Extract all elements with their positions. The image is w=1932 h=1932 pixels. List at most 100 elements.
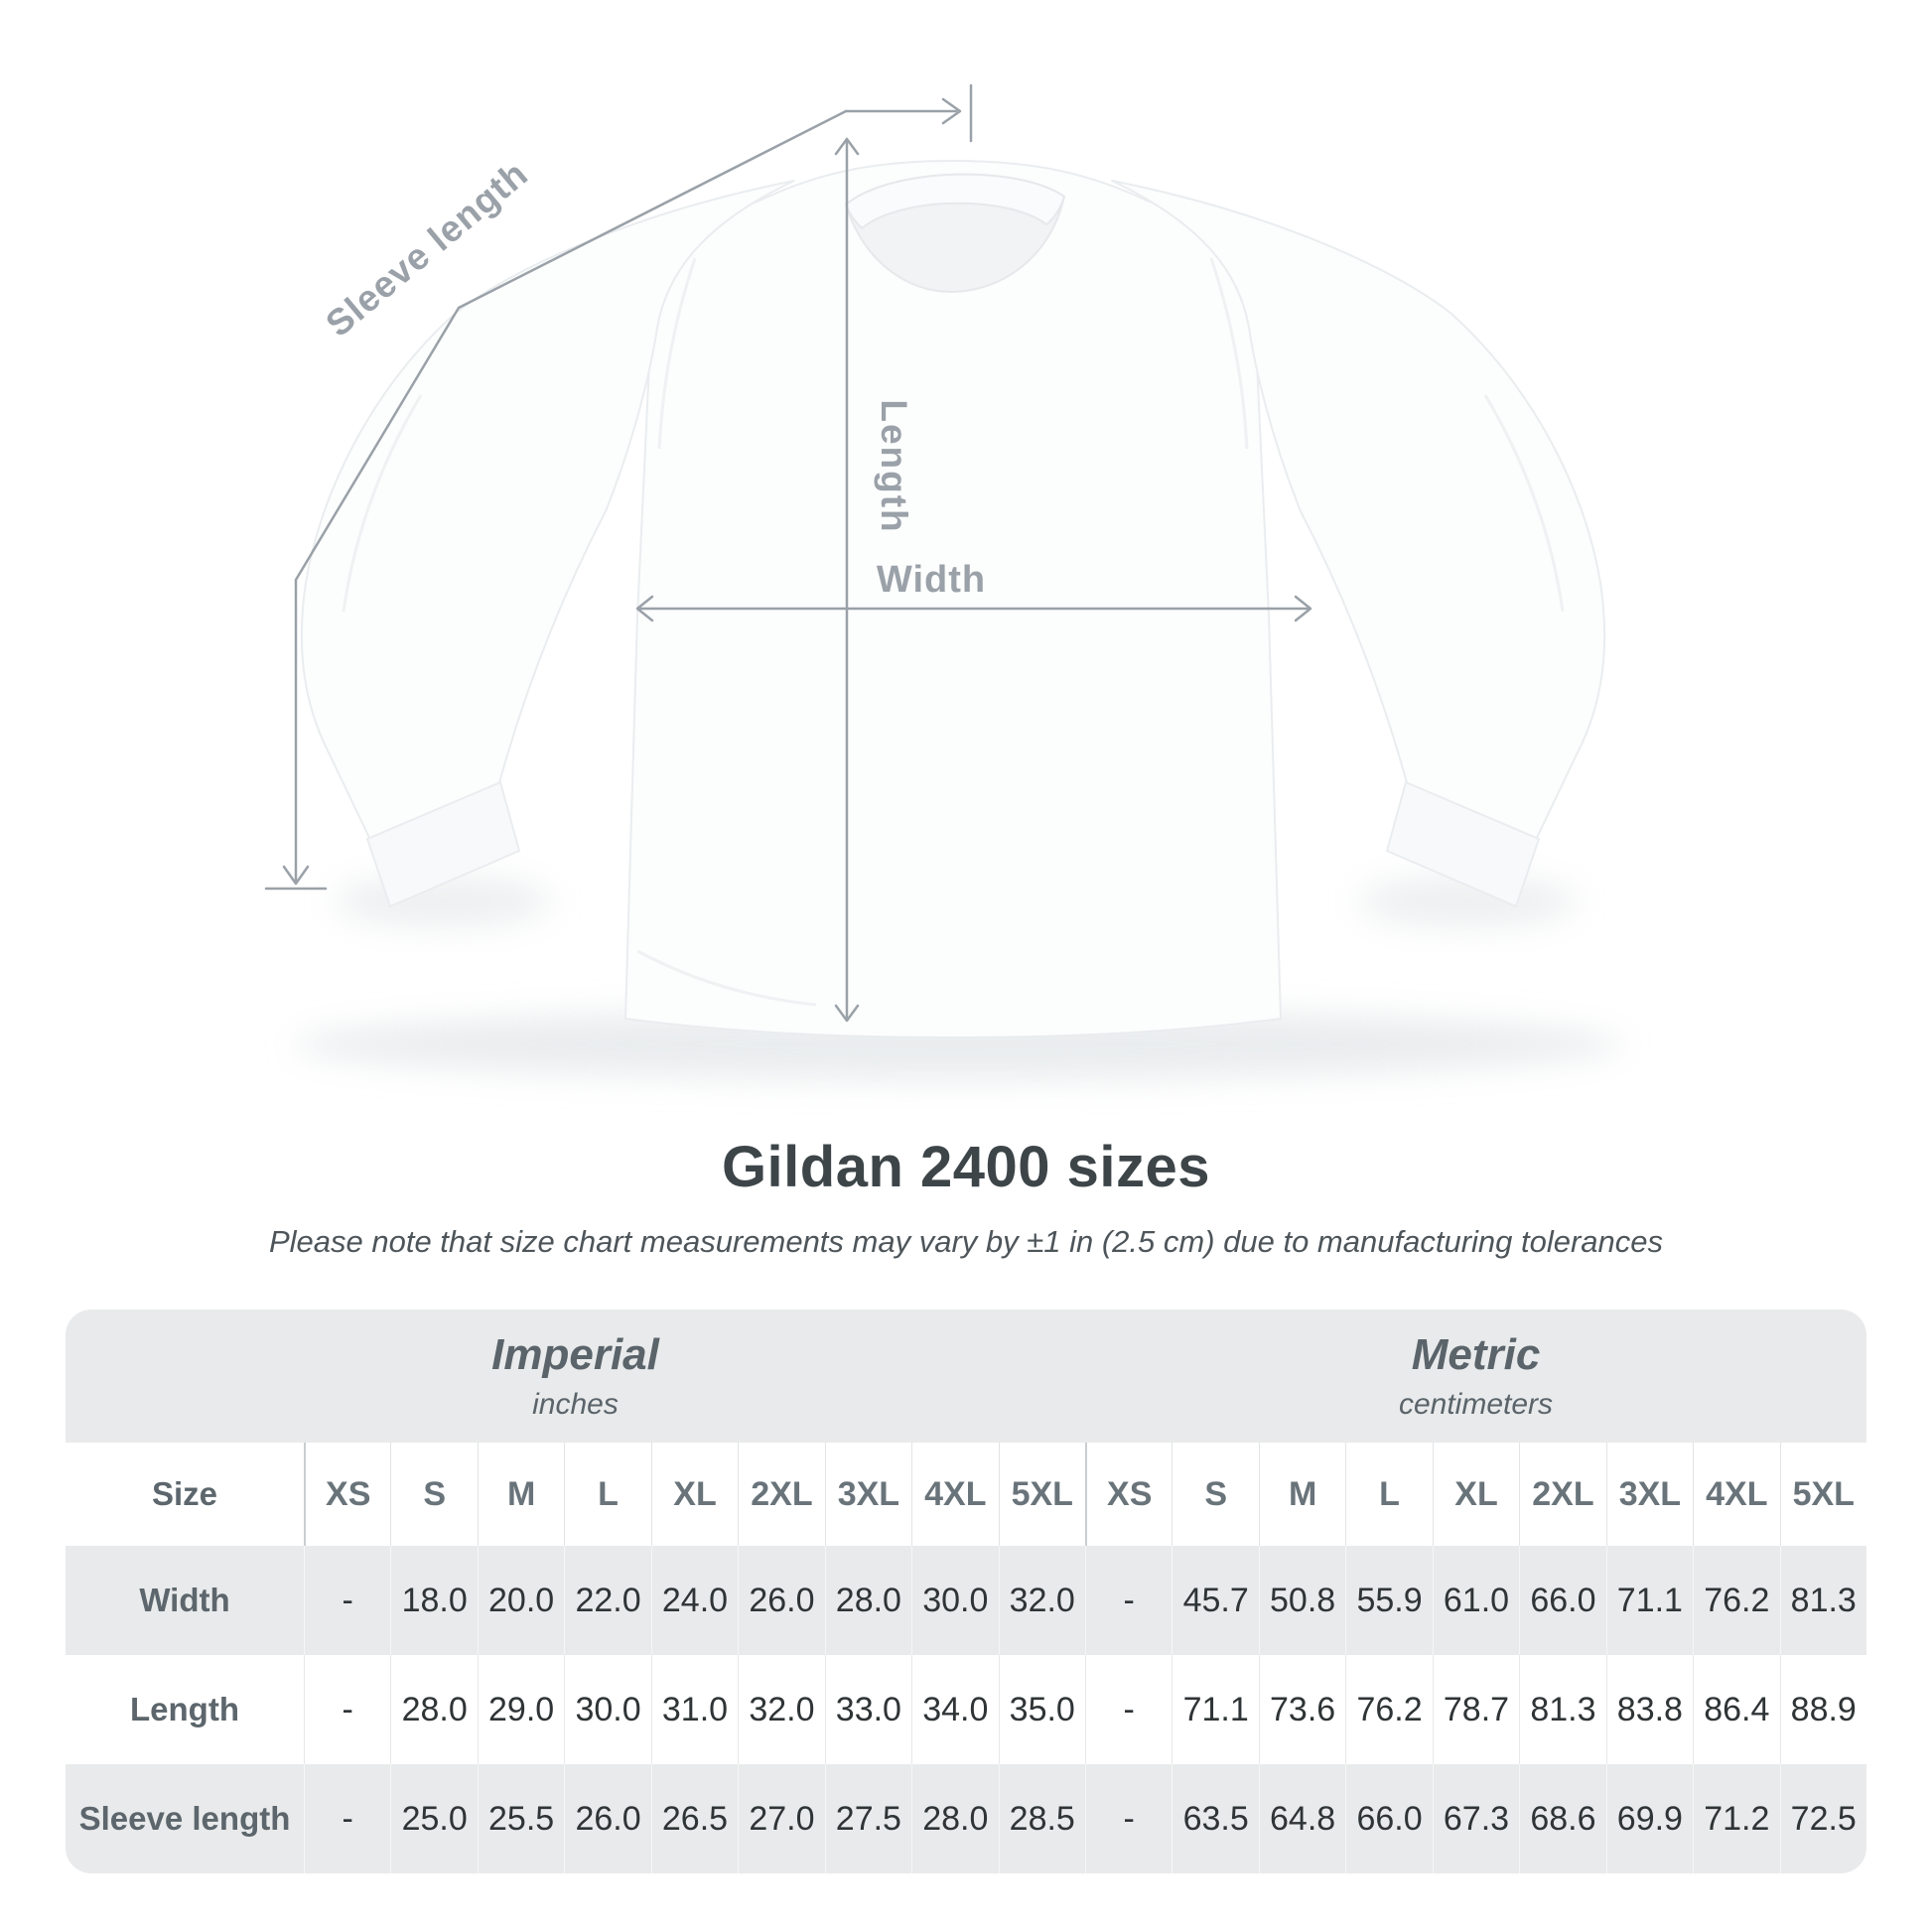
metric-value-cell: 61.0 — [1432, 1546, 1519, 1655]
imperial-value-cell: 27.5 — [824, 1764, 911, 1873]
shirt-measurement-diagram: Sleeve length Length Width — [264, 83, 1623, 1080]
size-column-label: Size — [151, 1475, 218, 1512]
imperial-value-cell: 26.0 — [738, 1546, 824, 1655]
metric-value-cell: 66.0 — [1345, 1764, 1432, 1873]
metric-value-cell: 81.3 — [1779, 1546, 1866, 1655]
sleeve-measure-line — [294, 109, 848, 883]
imperial-value-cell: 28.0 — [390, 1655, 477, 1764]
length-measure-down-arrowhead — [834, 1004, 860, 1023]
size-col-header-metric: 2XL — [1519, 1443, 1605, 1546]
imperial-value-cell: 30.0 — [564, 1655, 650, 1764]
imperial-value-cell: 35.0 — [998, 1655, 1085, 1764]
metric-value-cell: 71.1 — [1605, 1546, 1693, 1655]
imperial-value-cell: 24.0 — [650, 1546, 738, 1655]
metric-value-cell: 63.5 — [1172, 1764, 1258, 1873]
size-table: Imperial inches Metric centimeters Size … — [66, 1310, 1866, 1873]
shirt-size-diagram: Sleeve length Length Width — [264, 83, 1623, 1080]
width-label: Width — [877, 559, 986, 601]
size-rows: Width -18.0 20.0 22.0 24.0 26.0 28.0 30.0 32.0-4… — [66, 1546, 1866, 1873]
size-col-header-imperial: 3XL — [824, 1443, 911, 1546]
imperial-value-cell: - — [304, 1655, 390, 1764]
table-row: Sleeve length -25.0 25.5 26.0 26.5 27.0 27.5 28… — [66, 1764, 1866, 1873]
shirt-right-cuff — [1386, 781, 1540, 907]
metric-value-cell: - — [1084, 1546, 1172, 1655]
shirt-left-cuff — [366, 781, 520, 907]
metric-value-cell: 83.8 — [1605, 1655, 1693, 1764]
metric-label: Metric — [1411, 1330, 1541, 1379]
imperial-value-cell: 18.0 — [390, 1546, 477, 1655]
imperial-value-cell: 26.5 — [650, 1764, 738, 1873]
size-col-header-metric: L — [1345, 1443, 1432, 1546]
size-col-header-metric: 5XL — [1779, 1443, 1866, 1546]
imperial-value-cell: 31.0 — [650, 1655, 738, 1764]
metric-value-cell: 73.6 — [1258, 1655, 1345, 1764]
imperial-value-cell: 34.0 — [911, 1655, 998, 1764]
row-label: Width — [139, 1582, 230, 1618]
metric-value-cell: 55.9 — [1345, 1546, 1432, 1655]
size-col-header-imperial: S — [390, 1443, 477, 1546]
imperial-value-cell: 25.5 — [477, 1764, 564, 1873]
imperial-value-cell: 32.0 — [738, 1655, 824, 1764]
size-col-header-metric: XL — [1432, 1443, 1519, 1546]
imperial-value-cell: 32.0 — [998, 1546, 1085, 1655]
imperial-sublabel: inches — [532, 1388, 619, 1421]
size-col-header-metric: XS — [1084, 1443, 1172, 1546]
metric-value-cell: 76.2 — [1693, 1546, 1779, 1655]
metric-value-cell: - — [1084, 1655, 1172, 1764]
imperial-value-cell: - — [304, 1546, 390, 1655]
size-col-header-imperial: 5XL — [998, 1443, 1085, 1546]
size-col-header-metric: 3XL — [1605, 1443, 1693, 1546]
size-col-header-imperial: XS — [304, 1443, 390, 1546]
metric-value-cell: 88.9 — [1779, 1655, 1866, 1764]
sleeve-measure-bottom-arrowhead — [282, 865, 310, 886]
metric-value-cell: 69.9 — [1605, 1764, 1693, 1873]
imperial-value-cell: 28.0 — [911, 1764, 998, 1873]
metric-value-cell: 50.8 — [1258, 1546, 1345, 1655]
imperial-value-cell: 29.0 — [477, 1655, 564, 1764]
shirt-collar-band — [845, 173, 1065, 229]
page-subtitle: Please note that size chart measurements… — [268, 1224, 1664, 1259]
metric-sublabel: centimeters — [1398, 1388, 1554, 1421]
unit-band: Imperial inches Metric centimeters — [66, 1310, 1866, 1443]
metric-value-cell: - — [1084, 1764, 1172, 1873]
length-measure-up-arrowhead — [834, 137, 860, 156]
metric-value-cell: 68.6 — [1519, 1764, 1605, 1873]
metric-value-cell: 71.2 — [1693, 1764, 1779, 1873]
imperial-value-cell: 22.0 — [564, 1546, 650, 1655]
metric-value-cell: 71.1 — [1172, 1655, 1258, 1764]
imperial-unit-header: Imperial inches — [66, 1310, 1085, 1443]
imperial-value-cell: - — [304, 1764, 390, 1873]
metric-value-cell: 81.3 — [1519, 1655, 1605, 1764]
length-label: Length — [874, 399, 914, 533]
size-col-header-imperial: L — [564, 1443, 650, 1546]
metric-value-cell: 67.3 — [1432, 1764, 1519, 1873]
metric-value-cell: 64.8 — [1258, 1764, 1345, 1873]
imperial-value-cell: 25.0 — [390, 1764, 477, 1873]
imperial-value-cell: 26.0 — [564, 1764, 650, 1873]
imperial-value-cell: 33.0 — [824, 1655, 911, 1764]
metric-value-cell: 45.7 — [1172, 1546, 1258, 1655]
metric-value-cell: 78.7 — [1432, 1655, 1519, 1764]
size-col-header-imperial: 2XL — [738, 1443, 824, 1546]
shirt-right-sleeve — [1111, 180, 1606, 843]
row-label: Length — [130, 1691, 239, 1727]
size-col-header-imperial: XL — [650, 1443, 738, 1546]
size-col-header-metric: M — [1258, 1443, 1345, 1546]
imperial-value-cell: 27.0 — [738, 1764, 824, 1873]
size-col-header-metric: S — [1172, 1443, 1258, 1546]
table-row: Length -28.0 29.0 30.0 31.0 32.0 33.0 34.0 35.0-… — [66, 1655, 1866, 1764]
fabric-folds — [342, 257, 1565, 1007]
imperial-value-cell: 28.0 — [824, 1546, 911, 1655]
table-row: Width -18.0 20.0 22.0 24.0 26.0 28.0 30.0 32.0-4… — [66, 1546, 1866, 1655]
sleeve-measure-top-arrowhead — [941, 97, 962, 125]
shirt-illustration — [300, 160, 1606, 1038]
size-header-row: Size XS S M L XL 2XL 3XL 4XL 5XL XS S M L XL 2XL 3XL 4XL… — [66, 1443, 1866, 1546]
imperial-value-cell: 30.0 — [911, 1546, 998, 1655]
metric-value-cell: 86.4 — [1693, 1655, 1779, 1764]
metric-value-cell: 72.5 — [1779, 1764, 1866, 1873]
imperial-value-cell: 20.0 — [477, 1546, 564, 1655]
metric-value-cell: 76.2 — [1345, 1655, 1432, 1764]
size-col-header-imperial: M — [477, 1443, 564, 1546]
size-col-header-metric: 4XL — [1693, 1443, 1779, 1546]
width-measure-right-arrowhead — [1294, 595, 1312, 622]
